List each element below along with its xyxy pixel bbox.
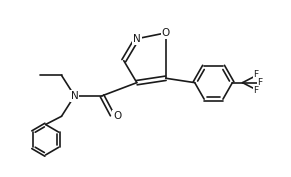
Text: O: O <box>113 111 122 121</box>
Text: N: N <box>133 34 141 44</box>
Text: F: F <box>257 78 262 87</box>
Text: F: F <box>253 70 258 79</box>
Text: N: N <box>71 91 78 101</box>
Text: F: F <box>253 86 258 95</box>
Text: O: O <box>162 28 170 38</box>
